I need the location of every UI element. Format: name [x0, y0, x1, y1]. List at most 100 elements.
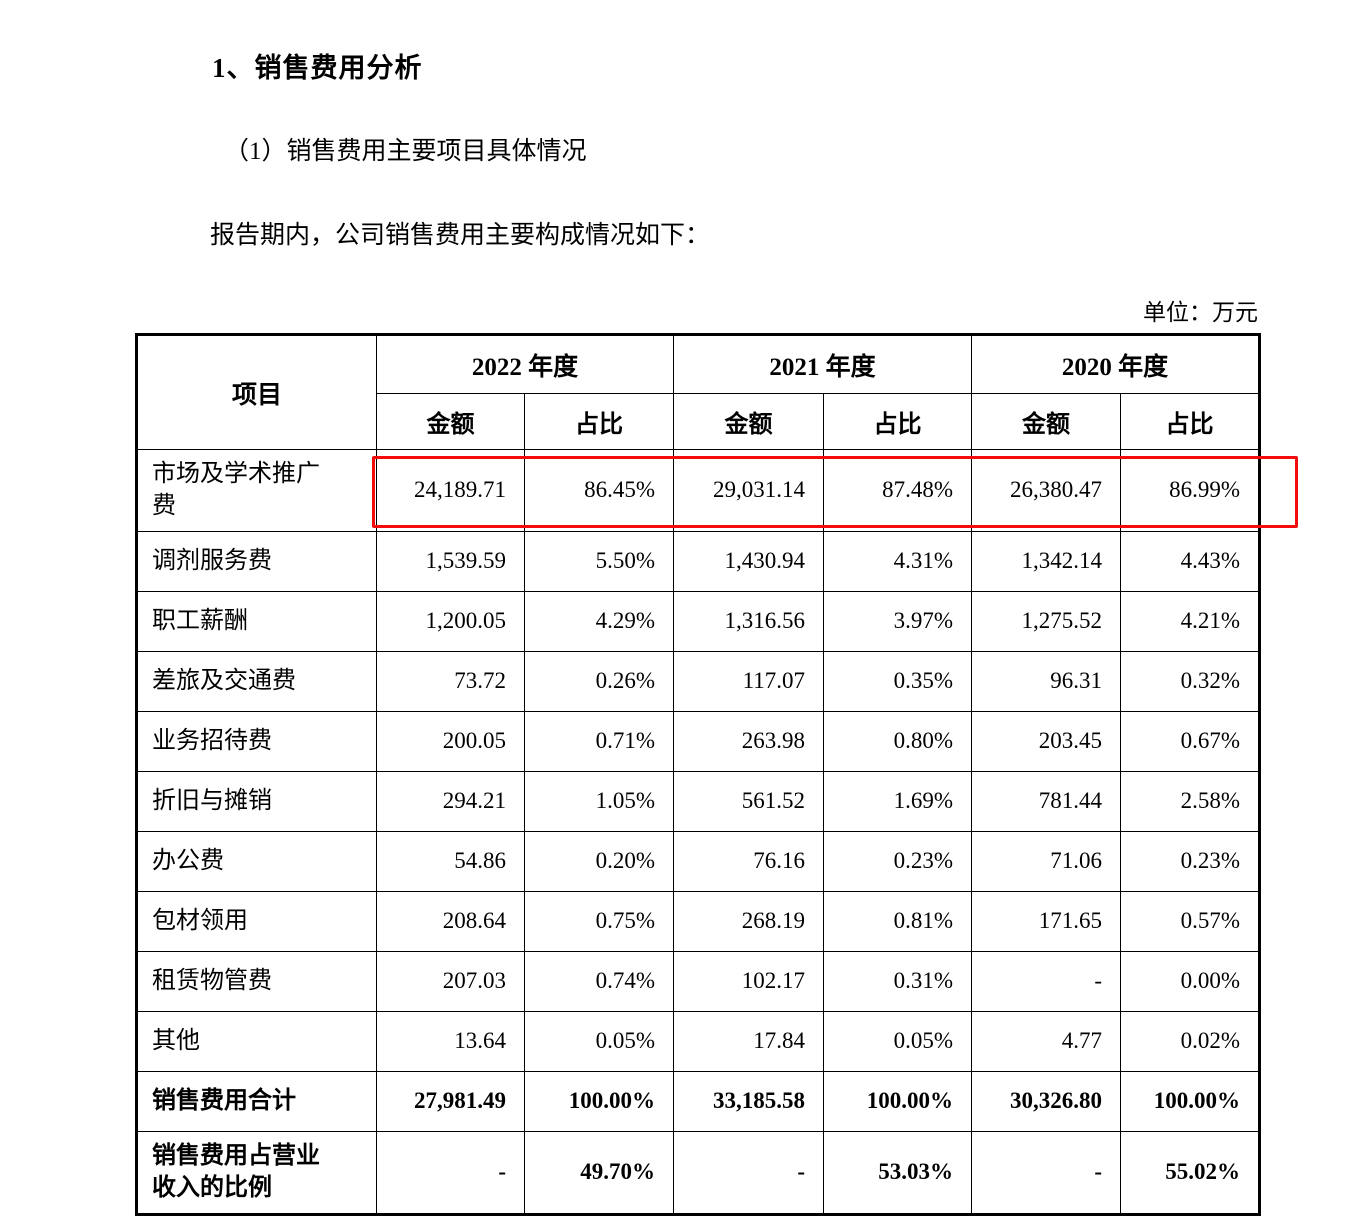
row-label: 业务招待费: [136, 710, 377, 772]
col-header-year-2020: 2020 年度: [971, 334, 1261, 394]
cell-value: 0.23%: [1120, 830, 1261, 892]
cell-value: 1.05%: [523, 770, 675, 832]
cell-value: 0.05%: [823, 1010, 973, 1072]
col-header-amount: 金额: [673, 393, 825, 450]
cell-value: 4.31%: [823, 530, 973, 592]
cell-value: 76.16: [673, 830, 825, 892]
cell-value: 0.67%: [1120, 710, 1261, 772]
row-label: 差旅及交通费: [136, 650, 377, 712]
cell-value: 1,430.94: [673, 530, 825, 592]
table-row: 其他 13.64 0.05% 17.84 0.05% 4.77 0.02%: [136, 1010, 1261, 1072]
cell-value: 54.86: [376, 830, 525, 892]
header-row-subcolumns: 金额 占比 金额 占比 金额 占比: [137, 393, 1261, 450]
cell-value: 2.58%: [1120, 770, 1261, 832]
cell-value: 1,200.05: [376, 590, 525, 652]
cell-value: 100.00%: [523, 1070, 675, 1132]
cell-value: 0.00%: [1120, 950, 1261, 1012]
cell-value: 0.71%: [523, 710, 675, 772]
header-row-years: 项目 2022 年度 2021 年度 2020 年度: [136, 334, 1261, 450]
cell-value: 1,316.56: [673, 590, 825, 652]
col-header-item: 项目: [136, 334, 377, 450]
cell-value: 17.84: [673, 1010, 825, 1072]
cell-value: 0.02%: [1120, 1010, 1261, 1072]
cell-value: -: [673, 1130, 825, 1215]
cell-value: 30,326.80: [971, 1070, 1122, 1132]
row-label: 办公费: [136, 830, 377, 892]
row-label: 其他: [136, 1010, 377, 1072]
cell-value: 4.43%: [1120, 530, 1261, 592]
cell-value: -: [971, 950, 1122, 1012]
table-row: 业务招待费 200.05 0.71% 263.98 0.80% 203.45 0.67%: [136, 710, 1261, 772]
cell-value: 26,380.47: [971, 449, 1122, 532]
col-header-amount: 金额: [376, 393, 525, 450]
cell-value: 102.17: [673, 950, 825, 1012]
cell-value: 55.02%: [1120, 1130, 1261, 1215]
table-row: 折旧与摊销 294.21 1.05% 561.52 1.69% 781.44 2.58%: [136, 770, 1261, 832]
cell-value: 4.29%: [523, 590, 675, 652]
cell-value: 0.35%: [823, 650, 973, 712]
row-label: 调剂服务费: [136, 530, 377, 592]
table-body: 市场及学术推广费 24,189.71 86.45% 29,031.14 87.48% 26…: [136, 449, 1261, 1215]
row-label: 租赁物管费: [136, 950, 377, 1012]
cell-value: 96.31: [971, 650, 1122, 712]
table-row: 差旅及交通费 73.72 0.26% 117.07 0.35% 96.31 0.32%: [136, 650, 1261, 712]
subsection-title: （1）销售费用主要项目具体情况: [224, 138, 587, 165]
cell-value: 100.00%: [823, 1070, 973, 1132]
table-row: 包材领用 208.64 0.75% 268.19 0.81% 171.65 0.57%: [136, 890, 1261, 952]
row-label: 折旧与摊销: [136, 770, 377, 832]
cell-value: 0.20%: [523, 830, 675, 892]
cell-value: -: [971, 1130, 1122, 1215]
cell-value: 294.21: [376, 770, 525, 832]
cell-value: 200.05: [376, 710, 525, 772]
cell-value: 71.06: [971, 830, 1122, 892]
cell-value: 100.00%: [1120, 1070, 1261, 1132]
cell-value: 268.19: [673, 890, 825, 952]
cell-value: 24,189.71: [376, 449, 525, 532]
col-header-amount: 金额: [971, 393, 1122, 450]
row-label: 销售费用占营业收入的比例: [136, 1130, 377, 1215]
cell-value: 29,031.14: [673, 449, 825, 532]
cell-value: 781.44: [971, 770, 1122, 832]
cell-value: 0.32%: [1120, 650, 1261, 712]
row-label: 市场及学术推广费: [136, 449, 377, 532]
cell-value: 49.70%: [523, 1130, 675, 1215]
table-row: 办公费 54.86 0.20% 76.16 0.23% 71.06 0.23%: [136, 830, 1261, 892]
table-wrapper: 项目 2022 年度 2021 年度 2020 年度 金额 占比 金额 占比 金…: [135, 333, 1298, 1216]
cell-value: 0.23%: [823, 830, 973, 892]
row-label: 包材领用: [136, 890, 377, 952]
cell-value: 53.03%: [823, 1130, 973, 1215]
intro-paragraph: 报告期内，公司销售费用主要构成情况如下：: [210, 222, 711, 249]
selling-expenses-table: 项目 2022 年度 2021 年度 2020 年度 金额 占比 金额 占比 金…: [135, 333, 1262, 1216]
cell-value: 0.75%: [523, 890, 675, 952]
cell-value: 1,539.59: [376, 530, 525, 592]
cell-value: 0.26%: [523, 650, 675, 712]
cell-value: 4.21%: [1120, 590, 1261, 652]
section-title: 1、销售费用分析: [212, 53, 423, 83]
cell-value: 4.77: [971, 1010, 1122, 1072]
cell-value: 73.72: [376, 650, 525, 712]
cell-value: 86.45%: [523, 449, 675, 532]
cell-value: 208.64: [376, 890, 525, 952]
table-row: 职工薪酬 1,200.05 4.29% 1,316.56 3.97% 1,275.52 4.…: [136, 590, 1261, 652]
cell-value: 0.81%: [823, 890, 973, 952]
table-row: 租赁物管费 207.03 0.74% 102.17 0.31% -0.00%: [136, 950, 1261, 1012]
cell-value: 207.03: [376, 950, 525, 1012]
cell-value: 13.64: [376, 1010, 525, 1072]
cell-value: 5.50%: [523, 530, 675, 592]
col-header-ratio: 占比: [523, 393, 675, 450]
table-row: 市场及学术推广费 24,189.71 86.45% 29,031.14 87.48% 26…: [136, 449, 1261, 532]
cell-value: -: [376, 1130, 525, 1215]
col-header-year-2022: 2022 年度: [375, 334, 675, 394]
cell-value: 0.05%: [523, 1010, 675, 1072]
cell-value: 0.31%: [823, 950, 973, 1012]
row-label: 职工薪酬: [136, 590, 377, 652]
col-header-ratio: 占比: [823, 393, 973, 450]
col-header-ratio: 占比: [1120, 393, 1261, 450]
cell-value: 33,185.58: [673, 1070, 825, 1132]
cell-value: 171.65: [971, 890, 1122, 952]
cell-value: 3.97%: [823, 590, 973, 652]
unit-label: 单位：万元: [1143, 300, 1258, 325]
cell-value: 27,981.49: [376, 1070, 525, 1132]
cell-value: 1.69%: [823, 770, 973, 832]
